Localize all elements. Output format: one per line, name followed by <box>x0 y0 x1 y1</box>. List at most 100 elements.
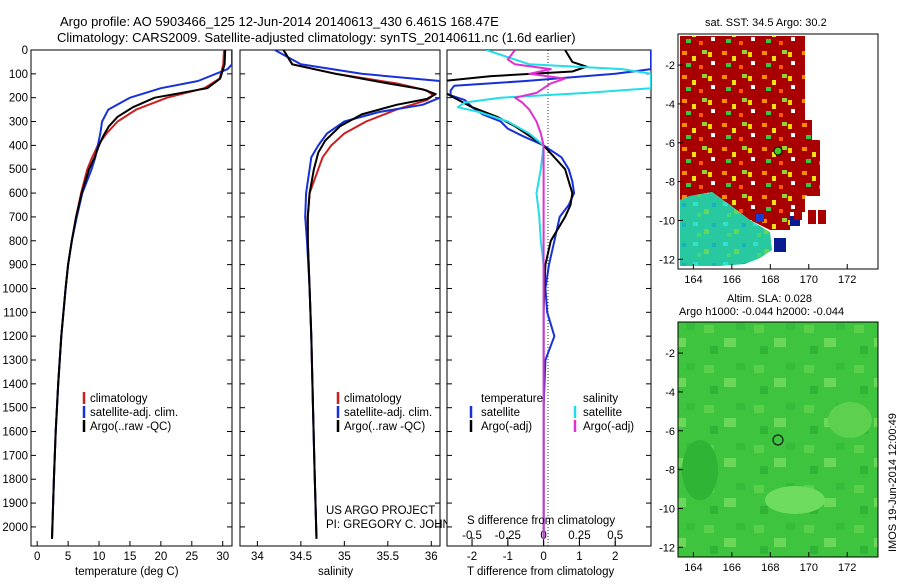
map-y-tick-label: -4 <box>665 99 675 111</box>
map-x-tick-label: 168 <box>761 274 779 286</box>
difference-series <box>447 50 651 539</box>
x-tick-label: 15 <box>124 551 137 563</box>
map-y-tick-label: -12 <box>659 542 675 554</box>
sla-argo-marker <box>772 434 784 446</box>
map-y-tick-label: -2 <box>665 60 675 72</box>
legend-label-climatology: climatology <box>344 393 402 405</box>
series-line <box>506 50 567 539</box>
map-y-tick-label: -10 <box>659 503 675 515</box>
sst-warm-pixel <box>818 210 826 224</box>
legend-label-climatology: climatology <box>90 393 148 405</box>
s-x-tick-label: 0.25 <box>568 530 590 542</box>
salinity-legend: climatology satellite-adj. clim. Argo(..… <box>336 392 432 433</box>
map-x-tick-label: 170 <box>800 562 818 574</box>
temperature-ticks: 0 5 10 15 20 25 300100200300400500600700800900… <box>2 45 232 563</box>
credit-line1: US ARGO PROJECT <box>326 505 435 517</box>
salinity-ticks: 34 34.5 35 35.5 36 <box>240 49 440 563</box>
map-y-tick-label: -10 <box>659 215 675 227</box>
y-tick-label: 400 <box>9 140 28 152</box>
sst-field <box>680 36 826 266</box>
y-tick-label: 1300 <box>2 355 28 367</box>
x-tick-label: 20 <box>154 551 167 563</box>
series-line <box>282 50 437 539</box>
sla-map-frame <box>677 321 879 558</box>
map-y-tick-label: -2 <box>665 348 675 360</box>
x-tick-label: 25 <box>185 551 198 563</box>
y-tick-label: 700 <box>9 212 28 224</box>
map-y-tick-label: -4 <box>665 387 675 399</box>
legend-label-argo: Argo(..raw -QC) <box>344 421 425 433</box>
y-tick-label: 1900 <box>2 498 28 510</box>
s-x-tick-label: -0.5 <box>462 530 482 542</box>
y-tick-label: 200 <box>9 93 28 105</box>
difference-axes-frame <box>446 49 652 547</box>
difference-panel: -2 -1 0 1 2-0.5 -0.25 0 0.25 0.5 T difference fr… <box>446 49 652 578</box>
y-tick-label: 1800 <box>2 474 28 486</box>
legend-label-satellite: satellite-adj. clim. <box>90 407 178 419</box>
map-x-tick-label: 164 <box>684 562 702 574</box>
y-tick-label: 1500 <box>2 403 28 415</box>
legend-label-t-satellite: satellite <box>481 407 520 419</box>
credit-line2: PI: GREGORY C. JOHNSON <box>326 519 476 531</box>
x-tick-label: 0 <box>34 551 40 563</box>
x-tick-label: 2 <box>612 551 618 563</box>
s-x-tick-label: -0.25 <box>495 530 521 542</box>
x-tick-label: 5 <box>65 551 71 563</box>
y-tick-label: 1700 <box>2 450 28 462</box>
sla-map-title: Altim. SLA: 0.028 <box>727 293 812 305</box>
sla-light-patch <box>828 402 872 438</box>
x-tick-label: 34.5 <box>290 551 312 563</box>
sst-cool-region <box>680 192 772 266</box>
y-tick-label: 300 <box>9 117 28 129</box>
salinity-series <box>274 50 440 539</box>
sst-low-pixel <box>756 214 764 222</box>
map-y-tick-label: -6 <box>665 138 675 150</box>
x-tick-label: 0 <box>540 551 546 563</box>
y-tick-label: 500 <box>9 164 28 176</box>
sst-warm-region <box>680 36 820 230</box>
y-tick-label: 1600 <box>2 427 28 439</box>
header-line2: Climatology: CARS2009. Satellite-adjuste… <box>57 30 576 45</box>
legend-label-satellite: satellite-adj. clim. <box>344 407 432 419</box>
y-tick-label: 100 <box>9 69 28 81</box>
sla-map-subtitle: Argo h1000: -0.044 h2000: -0.044 <box>679 306 844 318</box>
temperature-series <box>51 50 232 539</box>
difference-legend-temperature: temperature satellite Argo(-adj) <box>469 393 543 433</box>
x-tick-label: 35.5 <box>377 551 399 563</box>
sla-light-patch <box>765 486 825 514</box>
x-tick-label: 1 <box>576 551 582 563</box>
sst-low-pixel <box>774 238 786 252</box>
map-x-tick-label: 172 <box>838 562 856 574</box>
y-tick-label: 2000 <box>2 522 28 534</box>
map-y-tick-label: -8 <box>665 177 675 189</box>
map-x-tick-label: 164 <box>684 274 702 286</box>
difference-legend-salinity: salinity satellite Argo(-adj) <box>573 393 634 433</box>
legend-header-salinity: salinity <box>583 393 618 405</box>
map-x-tick-label: 170 <box>800 274 818 286</box>
temperature-axes-frame <box>30 49 233 547</box>
side-label: IMOS 19-Jun-2014 12:00:49 <box>887 413 899 552</box>
map-x-tick-label: 166 <box>723 562 741 574</box>
series-line <box>449 50 651 539</box>
legend-label-s-satellite: satellite <box>583 407 622 419</box>
x-tick-label: 36 <box>425 551 438 563</box>
salinity-axes-frame <box>239 49 441 547</box>
temperature-panel: 0 5 10 15 20 25 300100200300400500600700800900… <box>2 45 233 578</box>
difference-xlabel-top: S difference from climatology <box>467 515 615 527</box>
map-x-tick-label: 168 <box>761 562 779 574</box>
y-tick-label: 1400 <box>2 379 28 391</box>
map-y-tick-label: -8 <box>665 465 675 477</box>
sst-map: sat. SST: 34.5 Argo: 30.2 164 166 168 170 17… <box>659 17 879 286</box>
x-tick-label: -2 <box>467 551 477 563</box>
y-tick-label: 900 <box>9 260 28 272</box>
difference-xlabel: T difference from climatology <box>467 566 614 578</box>
map-x-tick-label: 172 <box>838 274 856 286</box>
map-y-tick-label: -12 <box>659 254 675 266</box>
salinity-panel: 34 34.5 35 35.5 36 salinity climatology sate… <box>239 49 476 578</box>
y-tick-label: 1100 <box>3 307 28 319</box>
y-tick-label: 600 <box>9 188 28 200</box>
sla-map: Altim. SLA: 0.028 Argo h1000: -0.044 h20… <box>659 293 879 574</box>
header-line1: Argo profile: AO 5903466_125 12-Jun-2014… <box>60 14 499 29</box>
series-line <box>51 50 227 539</box>
